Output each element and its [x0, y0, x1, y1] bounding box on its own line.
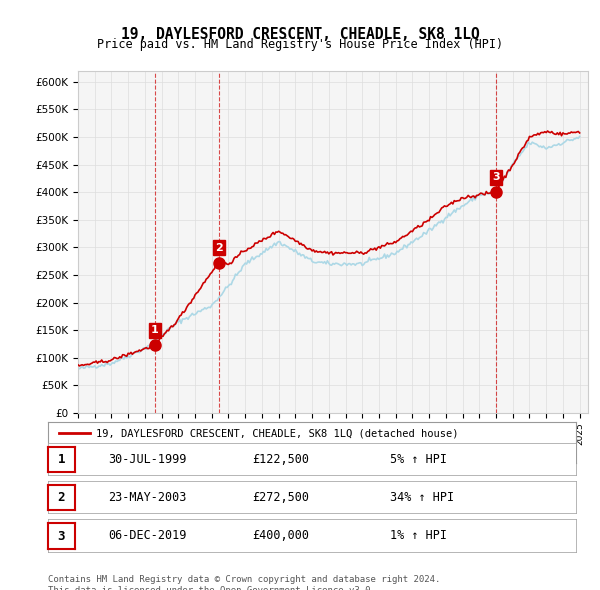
Text: £122,500: £122,500: [252, 453, 309, 466]
Text: £272,500: £272,500: [252, 491, 309, 504]
Text: 2: 2: [58, 491, 65, 504]
Text: 1: 1: [58, 453, 65, 466]
Text: 23-MAY-2003: 23-MAY-2003: [108, 491, 187, 504]
Text: Contains HM Land Registry data © Crown copyright and database right 2024.
This d: Contains HM Land Registry data © Crown c…: [48, 575, 440, 590]
Text: 06-DEC-2019: 06-DEC-2019: [108, 529, 187, 542]
Text: HPI: Average price, detached house, Stockport: HPI: Average price, detached house, Stoc…: [95, 447, 377, 457]
Text: 19, DAYLESFORD CRESCENT, CHEADLE, SK8 1LQ (detached house): 19, DAYLESFORD CRESCENT, CHEADLE, SK8 1L…: [95, 428, 458, 438]
Text: Price paid vs. HM Land Registry's House Price Index (HPI): Price paid vs. HM Land Registry's House …: [97, 38, 503, 51]
Text: 30-JUL-1999: 30-JUL-1999: [108, 453, 187, 466]
Text: 3: 3: [58, 529, 65, 543]
Text: £400,000: £400,000: [252, 529, 309, 542]
Text: 3: 3: [492, 172, 500, 182]
Text: 34% ↑ HPI: 34% ↑ HPI: [390, 491, 454, 504]
Text: 1% ↑ HPI: 1% ↑ HPI: [390, 529, 447, 542]
Text: 19, DAYLESFORD CRESCENT, CHEADLE, SK8 1LQ: 19, DAYLESFORD CRESCENT, CHEADLE, SK8 1L…: [121, 27, 479, 41]
Text: 5% ↑ HPI: 5% ↑ HPI: [390, 453, 447, 466]
Text: 2: 2: [215, 242, 223, 253]
Text: 1: 1: [151, 326, 158, 336]
